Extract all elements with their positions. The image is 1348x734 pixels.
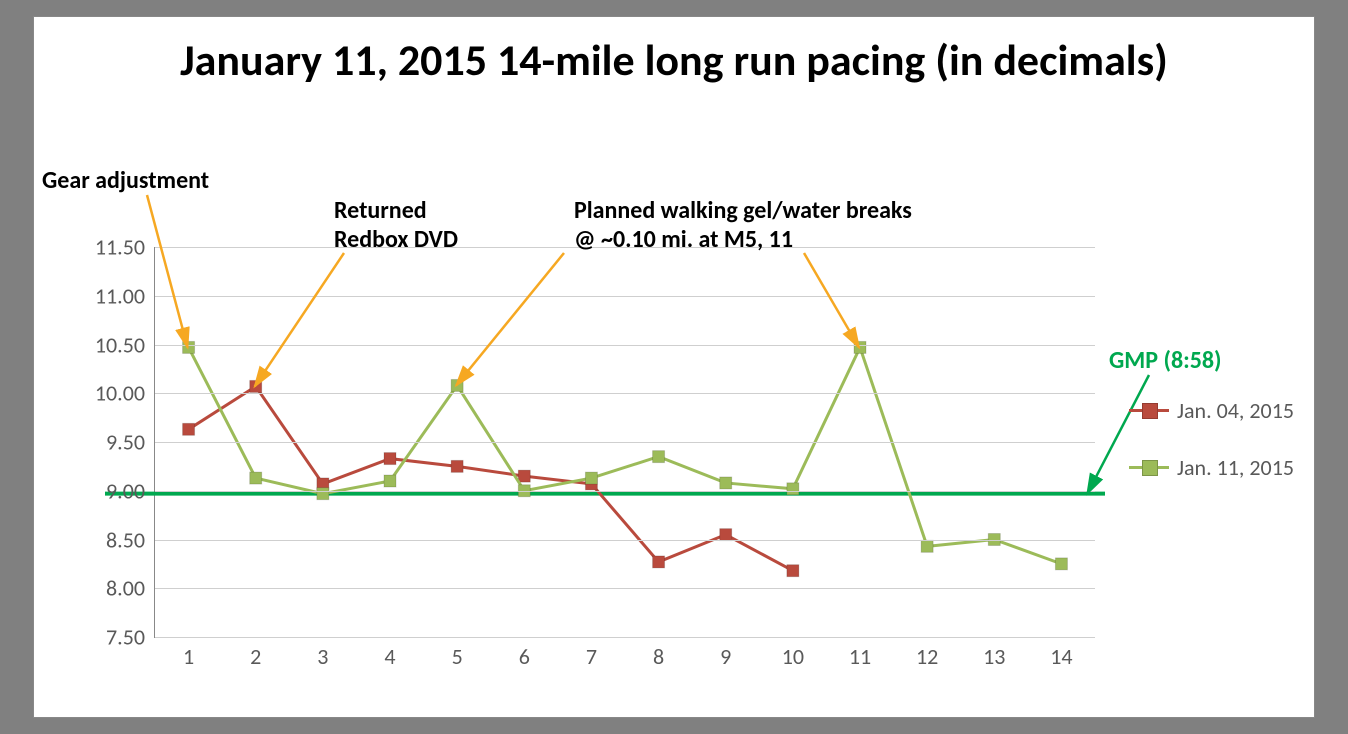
series-line xyxy=(189,386,793,570)
y-tick-label: 11.00 xyxy=(85,282,145,309)
chart-container: January 11, 2015 14-mile long run pacing… xyxy=(33,16,1315,718)
series-marker xyxy=(653,451,665,463)
series-marker xyxy=(183,423,195,435)
series-marker xyxy=(854,341,866,353)
x-tick-label: 10 xyxy=(773,643,813,670)
plot-area: 7.508.008.509.009.5010.0010.5011.0011.50… xyxy=(154,247,1095,638)
series-marker xyxy=(921,540,933,552)
grid-line xyxy=(155,393,1095,394)
x-tick-label: 13 xyxy=(974,643,1014,670)
legend-marker-icon xyxy=(1142,460,1158,476)
legend-label: Jan. 11, 2015 xyxy=(1177,454,1294,481)
series-marker xyxy=(384,475,396,487)
series-marker xyxy=(451,460,463,472)
legend-item: Jan. 11, 2015 xyxy=(1129,454,1294,481)
series-marker xyxy=(317,488,329,500)
series-marker xyxy=(384,453,396,465)
x-tick-label: 2 xyxy=(236,643,276,670)
grid-line xyxy=(155,296,1095,297)
chart-title: January 11, 2015 14-mile long run pacing… xyxy=(34,35,1314,86)
series-marker xyxy=(183,341,195,353)
x-tick-label: 4 xyxy=(370,643,410,670)
x-tick-label: 8 xyxy=(639,643,679,670)
annotation-gear: Gear adjustment xyxy=(42,167,209,196)
y-tick-label: 10.50 xyxy=(85,331,145,358)
y-tick-label: 10.00 xyxy=(85,380,145,407)
x-tick-label: 12 xyxy=(907,643,947,670)
series-line xyxy=(189,347,1062,563)
grid-line xyxy=(155,345,1095,346)
annotation-breaks: Planned walking gel/water breaks @ ~0.10… xyxy=(574,197,912,255)
y-tick-label: 8.50 xyxy=(85,526,145,553)
legend: Jan. 04, 2015 Jan. 11, 2015 xyxy=(1129,397,1294,511)
x-tick-label: 11 xyxy=(840,643,880,670)
x-tick-label: 3 xyxy=(303,643,343,670)
x-tick-label: 1 xyxy=(169,643,209,670)
x-tick-label: 5 xyxy=(437,643,477,670)
series-marker xyxy=(787,565,799,577)
y-tick-label: 8.00 xyxy=(85,575,145,602)
grid-line xyxy=(155,540,1095,541)
series-marker xyxy=(585,472,597,484)
y-tick-label: 9.50 xyxy=(85,429,145,456)
y-tick-label: 7.50 xyxy=(85,624,145,651)
legend-swatch xyxy=(1129,409,1169,412)
outer-frame: January 11, 2015 14-mile long run pacing… xyxy=(0,0,1348,734)
annotation-gmp: GMP (8:58) xyxy=(1109,347,1222,376)
x-tick-label: 9 xyxy=(706,643,746,670)
grid-line xyxy=(155,637,1095,638)
y-tick-label: 11.50 xyxy=(85,234,145,261)
x-tick-label: 6 xyxy=(504,643,544,670)
series-marker xyxy=(787,483,799,495)
legend-marker-icon xyxy=(1142,403,1158,419)
y-tick-label: 9.00 xyxy=(85,477,145,504)
series-marker xyxy=(1055,558,1067,570)
legend-item: Jan. 04, 2015 xyxy=(1129,397,1294,424)
legend-swatch xyxy=(1129,466,1169,469)
series-marker xyxy=(518,470,530,482)
series-marker xyxy=(250,380,262,392)
grid-line xyxy=(155,588,1095,589)
x-tick-label: 14 xyxy=(1041,643,1081,670)
series-marker xyxy=(653,556,665,568)
series-marker xyxy=(250,472,262,484)
legend-label: Jan. 04, 2015 xyxy=(1177,397,1294,424)
x-tick-label: 7 xyxy=(571,643,611,670)
grid-line xyxy=(155,442,1095,443)
grid-line xyxy=(155,491,1095,492)
series-marker xyxy=(720,477,732,489)
annotation-redbox: Returned Redbox DVD xyxy=(334,197,458,255)
series-marker xyxy=(451,379,463,391)
